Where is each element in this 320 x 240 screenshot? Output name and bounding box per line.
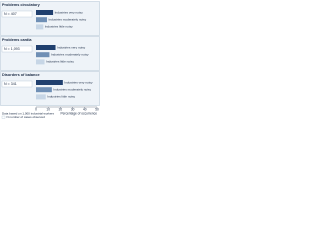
- x-tick-label: 50: [95, 108, 99, 112]
- panel: [0, 1, 100, 36]
- panel-title: Problems cardia: [2, 38, 32, 42]
- chart: Problems circulatory N = 407 Industries ve…: [0, 1, 100, 119]
- n-box: [1, 80, 33, 88]
- legend-note: N number of cases observed: [7, 115, 46, 119]
- x-tick-label: 20: [59, 108, 63, 112]
- bar-label: Industries moderately noisy: [53, 88, 91, 92]
- x-tick-label: 30: [71, 108, 75, 112]
- bar: [36, 59, 45, 65]
- x-axis-label: Percentage of occurrence: [60, 111, 97, 115]
- bar-label: Industries little noisy: [45, 25, 73, 29]
- bar-label: Industries moderately noisy: [48, 18, 86, 22]
- x-tick-label: 0: [35, 108, 37, 112]
- n-box: [1, 10, 33, 18]
- bar: [36, 17, 47, 23]
- bar-label: Industries very noisy: [64, 80, 93, 84]
- page: {"chart_data":[ {"type":"bar","title":"P…: [0, 0, 100, 131]
- bar: [36, 45, 56, 50]
- bar: [36, 94, 46, 100]
- n-box: [1, 45, 33, 53]
- bar-label: Industries little noisy: [46, 60, 74, 64]
- bar: [36, 24, 44, 30]
- bar-label: Industries very noisy: [57, 45, 86, 49]
- bar: [36, 87, 52, 93]
- n-label: N = 341: [4, 82, 17, 86]
- panel-title: Disorders of balance: [2, 73, 40, 77]
- bar-label: Industries very noisy: [55, 10, 84, 14]
- n-label: N = 407: [4, 12, 17, 16]
- panel-title: Problems circulatory: [2, 3, 41, 7]
- bar-label: Industries moderately noisy: [51, 53, 89, 57]
- x-tick-label: 10: [46, 108, 50, 112]
- bar-label: Industries little noisy: [47, 95, 75, 99]
- note: Data based on 1,000 industrial workers: [2, 111, 55, 115]
- bar: [36, 10, 54, 15]
- legend-swatch: [1, 115, 6, 119]
- bar: [36, 52, 50, 58]
- n-label: N = 1,093: [4, 47, 20, 51]
- panel: [0, 36, 100, 71]
- bar: [36, 80, 63, 85]
- x-tick-label: 40: [83, 108, 87, 112]
